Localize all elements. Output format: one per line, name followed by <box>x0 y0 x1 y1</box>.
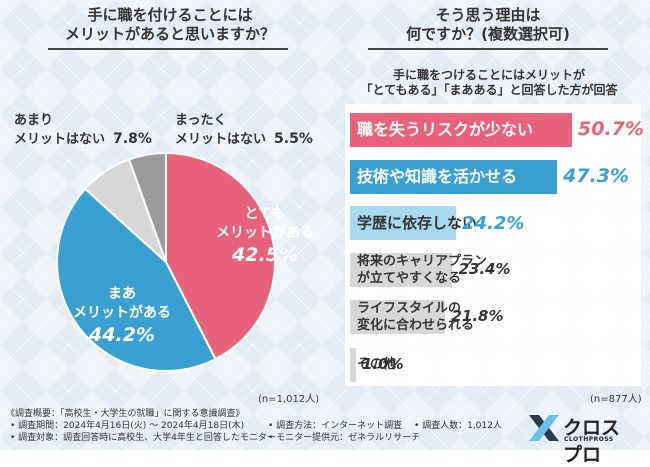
footer-provider: • モニター提供元：ゼネラルリサーチ <box>268 433 421 443</box>
pie-label-not-much-value: 7.8% <box>113 131 152 147</box>
bar-label-6: その他 <box>357 355 396 375</box>
logo: クロスプロ CLOTHPROSS <box>527 412 637 466</box>
right-question-title: そう思う理由は 何ですか？(複数選択可) <box>368 6 608 44</box>
bar-label-4-line-2: が立てやすくなる <box>357 271 462 286</box>
bar-4 <box>350 253 453 287</box>
logo-subtext: CLOTHPROSS <box>564 436 614 443</box>
bar-value-4: 23.4% <box>458 260 511 278</box>
pie-slice-somewhat <box>56 187 217 372</box>
bar-1 <box>350 113 572 147</box>
pie-label-not-at-all-value: 5.5% <box>274 131 313 147</box>
bar-label-5: ライフスタイルの 変化に合わせられる <box>357 300 474 334</box>
pie-slice-not-at-all <box>127 151 167 263</box>
pie-label-not-much-line-2: メリットはない <box>14 132 106 147</box>
left-question-title: 手に職を付けることには メリットがあると思いますか？ <box>40 6 300 44</box>
bar-label-1-line-1: 職を失うリスクが少ない <box>357 120 534 139</box>
pie-label-somewhat-line-1: まあ <box>108 286 136 302</box>
bars-panel <box>345 104 641 386</box>
pie-label-very-line-1: とても <box>244 206 286 222</box>
bar-label-4: 将来のキャリアプラン が立てやすくなる <box>357 253 487 287</box>
footer-count: • 調査人数：1,012人 <box>414 421 502 431</box>
bar-label-5-line-1: ライフスタイルの <box>357 301 462 316</box>
right-title-underline <box>368 48 608 50</box>
footer-method: • 調査方法：インターネット調査 <box>268 421 403 431</box>
logo-mark-icon <box>529 415 559 441</box>
bar-5 <box>350 300 446 334</box>
left-question-line-1: 手に職を付けることには <box>87 6 253 24</box>
pie-label-not-much-line-1: あまり <box>14 113 54 128</box>
pie-slice-very <box>165 151 276 361</box>
right-subtitle: 手に職をつけることにはメリットが 「とてもある」「まあある」と回答した方が回答 <box>330 68 648 98</box>
bar-value-3: 24.2% <box>461 213 525 234</box>
pie-label-very-line-2: メリットがある <box>216 225 314 241</box>
bar-label-2-line-1: 技術や知識を活かせる <box>357 167 518 186</box>
pie-label-very: とても メリットがある 42.5% <box>205 205 325 267</box>
bar-label-3-line-1: 学歴に依存しない <box>357 214 478 232</box>
bar-label-6-line-1: その他 <box>357 357 397 372</box>
pie-label-not-at-all-line-2: メリットはない <box>175 132 267 147</box>
bar-label-2: 技術や知識を活かせる <box>357 167 517 187</box>
bar-value-5: 21.8% <box>451 307 504 325</box>
right-subtitle-line-2: 「とてもある」「まあある」と回答した方が回答 <box>360 83 618 97</box>
footer-survey-name: 《調査概要：「高校生・大学生の就職」に関する意識調査》 <box>6 409 245 419</box>
footer-period: • 調査期間：2024年4月16日(火) ～ 2024年4月18日(木) <box>10 421 245 431</box>
pie-label-somewhat-value: 44.2% <box>89 324 155 346</box>
left-title-underline <box>48 48 288 50</box>
bar-value-1: 50.7% <box>578 118 644 140</box>
bar-3 <box>350 206 456 240</box>
bar-label-1: 職を失うリスクが少ない <box>357 120 533 140</box>
pie-label-not-at-all: まったく メリットはない 5.5% <box>175 112 313 149</box>
bar-2 <box>350 160 558 194</box>
bar-label-4-line-1: 将来のキャリアプラン <box>357 254 488 269</box>
bar-label-3: 学歴に依存しない <box>357 213 477 233</box>
left-n-note: (n=1,012人) <box>258 394 320 405</box>
right-n-note: (n=877人) <box>590 394 642 405</box>
pie-chart <box>56 151 276 372</box>
pie-label-not-at-all-line-1: まったく <box>175 113 227 128</box>
footer-target: • 調査対象：調査回答時に高校生、大学4年生と回答したモニター <box>10 433 276 443</box>
bar-6 <box>350 348 356 382</box>
left-question-line-2: メリットがあると思いますか？ <box>64 25 275 43</box>
bar-value-2: 47.3% <box>563 165 630 187</box>
right-subtitle-line-1: 手に職をつけることにはメリットが <box>392 68 585 82</box>
pie-label-not-much: あまり メリットはない 7.8% <box>14 112 152 149</box>
right-question-line-1: そう思う理由は <box>435 6 541 24</box>
pie-label-somewhat-line-2: メリットがある <box>73 305 171 321</box>
bar-label-5-line-2: 変化に合わせられる <box>357 318 475 333</box>
pie-label-somewhat: まあ メリットがある 44.2% <box>62 285 182 347</box>
bar-value-6: 1.0% <box>362 355 404 373</box>
right-question-line-2: 何ですか？(複数選択可) <box>406 25 570 43</box>
pie-label-very-value: 42.5% <box>232 244 298 266</box>
